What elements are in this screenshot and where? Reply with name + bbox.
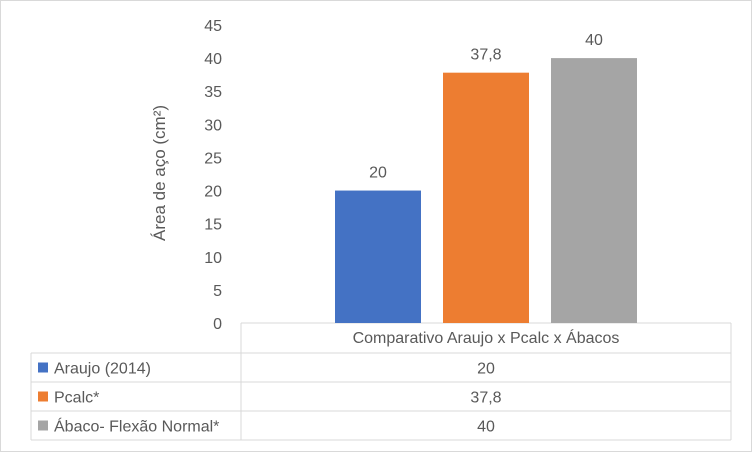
bar [335,190,421,323]
series-name: Araujo (2014) [54,361,151,378]
y-tick-label: 20 [204,184,222,201]
legend-key [38,391,48,402]
y-axis-title: Área de aço (cm²) [150,105,169,241]
legend-key [38,420,48,431]
data-table: Comparativo Araujo x Pcalc x Ábacos Arauj… [30,323,732,441]
y-tick-label: 5 [213,283,222,300]
bars-layer [335,58,637,324]
data-label: 40 [585,32,603,49]
series-name: Ábaco- Flexão Normal* [54,417,219,436]
table-value: 20 [477,361,495,378]
series-name: Pcalc* [54,390,99,407]
legend-key [38,362,48,373]
y-tick-label: 35 [204,84,222,101]
table-value: 40 [477,419,495,436]
y-tick-label: 30 [204,117,222,134]
y-tick-label: 25 [204,150,222,167]
category-label: Comparativo Araujo x Pcalc x Ábacos [353,328,620,347]
data-label: 37,8 [470,47,501,64]
axis-layer: 0 5 10 15 20 25 30 35 40 45 [204,18,731,333]
table-value: 37,8 [470,390,501,407]
y-tick-label: 45 [204,18,222,35]
y-tick-label: 15 [204,217,222,234]
y-tick-label: 40 [204,51,222,68]
bar [551,58,637,323]
y-tick-label: 10 [204,250,222,267]
data-label: 20 [369,165,387,182]
bar [443,72,529,324]
y-tick-label: 0 [213,316,222,333]
data-labels-layer: 20 37,8 40 [369,32,603,181]
